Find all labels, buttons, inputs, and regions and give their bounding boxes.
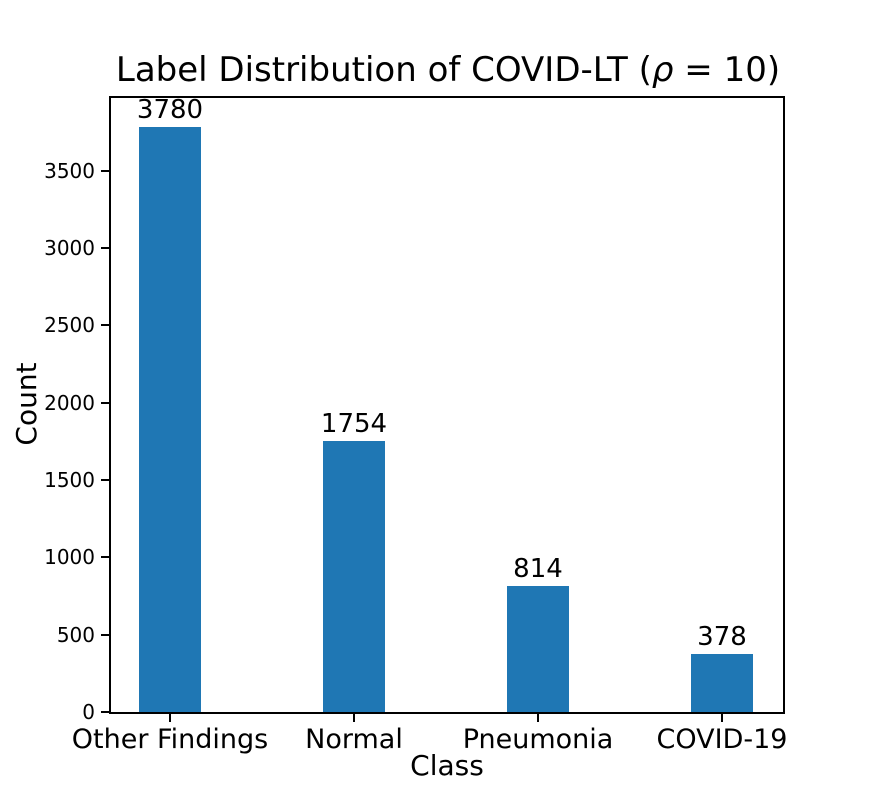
rho-symbol: ρ <box>651 50 674 90</box>
y-tick-label-500: 500 <box>56 622 95 647</box>
x-tick-label-normal: Normal <box>305 724 403 755</box>
y-tick-label-0: 0 <box>82 700 95 724</box>
x-axis-label: Class <box>410 749 484 782</box>
bar-value-label-covid-19: 378 <box>697 621 747 652</box>
y-tick-mark <box>101 401 109 404</box>
y-tick-mark <box>101 711 109 713</box>
plot-area <box>109 96 785 714</box>
y-tick-label-1000: 1000 <box>44 545 95 570</box>
bar-other-findings <box>139 127 201 712</box>
y-tick-label-2000: 2000 <box>44 390 95 415</box>
bar-value-label-other-findings: 3780 <box>136 95 204 126</box>
y-tick-mark <box>101 246 109 249</box>
bar-value-label-normal: 1754 <box>320 408 388 439</box>
bar-normal <box>323 440 385 712</box>
y-tick-mark <box>101 169 109 172</box>
y-tick-mark <box>101 324 109 327</box>
y-tick-mark <box>101 556 109 559</box>
bar-value-label-pneumonia: 814 <box>513 554 563 585</box>
x-tick-mark <box>353 714 355 722</box>
y-tick-label-3500: 3500 <box>44 158 95 183</box>
chart-title: Label Distribution of COVID-LT (ρ = 10) <box>110 50 786 90</box>
x-tick-mark <box>537 714 539 722</box>
y-tick-mark <box>101 633 109 636</box>
chart-title-prefix: Label Distribution of COVID-LT ( <box>115 50 652 90</box>
x-tick-label-pneumonia: Pneumonia <box>462 724 614 755</box>
x-tick-label-covid-19: COVID-19 <box>656 724 788 755</box>
x-tick-mark <box>721 714 723 722</box>
bar-covid-19 <box>691 653 753 712</box>
x-tick-mark <box>169 714 171 722</box>
x-tick-label-other-findings: Other Findings <box>71 724 269 755</box>
y-tick-label-2500: 2500 <box>44 313 95 338</box>
y-tick-label-3000: 3000 <box>44 235 95 260</box>
chart-title-suffix: = 10) <box>673 50 781 90</box>
y-tick-mark <box>101 478 109 481</box>
y-tick-label-1500: 1500 <box>44 467 95 492</box>
bar-pneumonia <box>507 586 569 712</box>
